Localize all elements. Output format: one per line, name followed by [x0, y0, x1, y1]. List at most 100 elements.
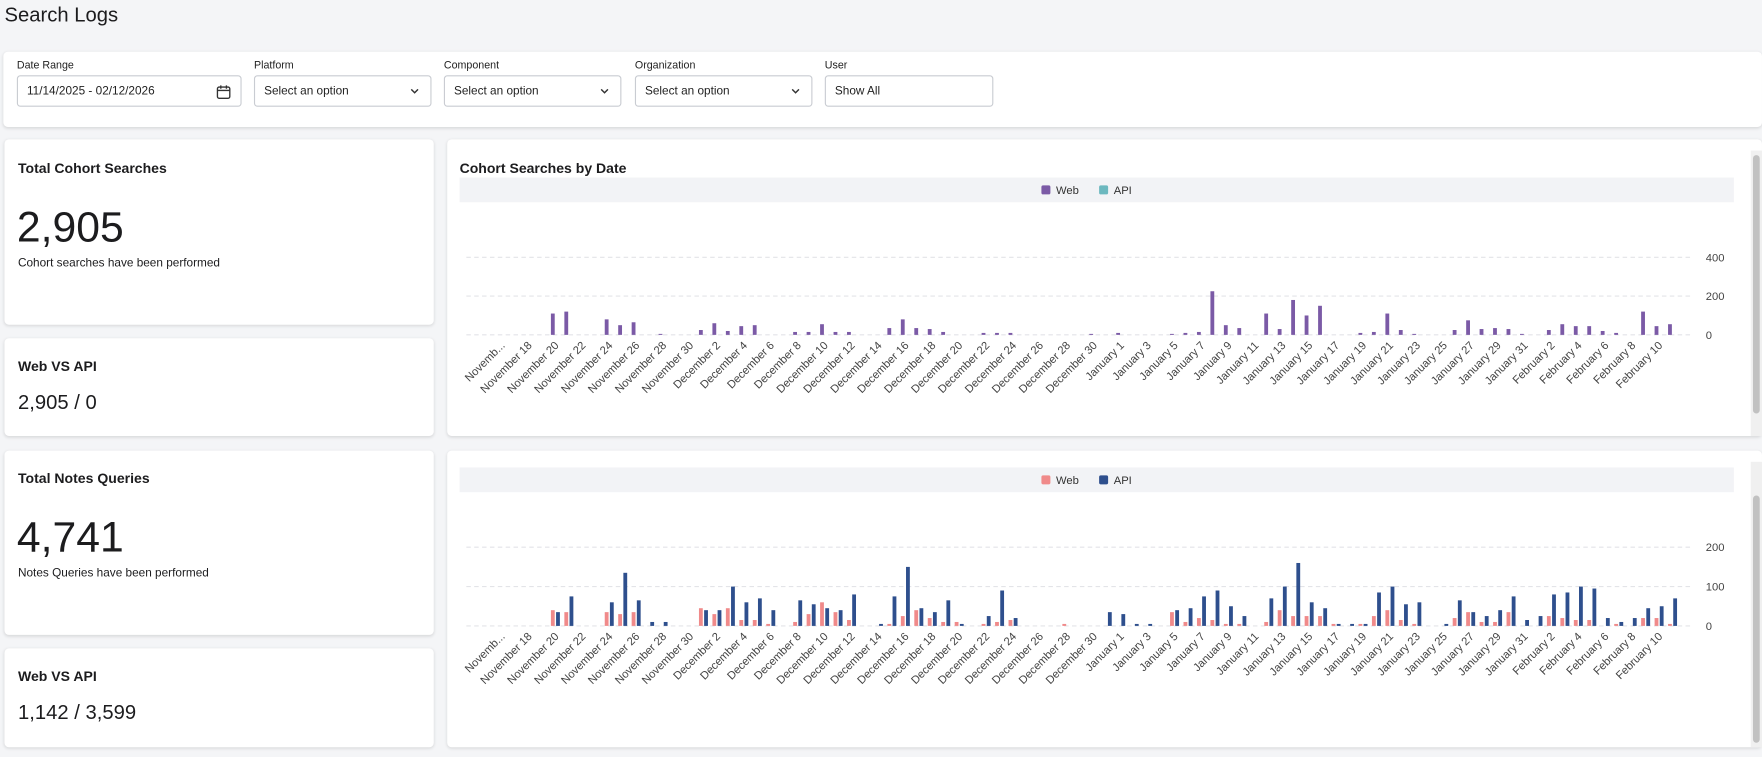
- scrollbar-thumb[interactable]: [1752, 495, 1760, 743]
- bar: [1237, 328, 1242, 335]
- bar: [1296, 562, 1301, 626]
- bar: [1008, 332, 1013, 335]
- bar: [879, 623, 883, 626]
- chevron-icon: [600, 88, 609, 94]
- bar: [806, 614, 811, 626]
- bar: [1291, 299, 1296, 335]
- bar: [927, 329, 932, 335]
- bar: [1116, 332, 1121, 335]
- bar: [1196, 618, 1201, 626]
- bar: [752, 325, 757, 335]
- scrollbar[interactable]: [1750, 150, 1762, 436]
- card-title: Web VS API: [17, 358, 97, 375]
- bar: [1358, 623, 1363, 626]
- bar: [1269, 598, 1274, 626]
- bar: [838, 610, 843, 626]
- bar: [1673, 598, 1678, 626]
- bar: [631, 612, 636, 626]
- bar: [1350, 623, 1355, 626]
- y-tick-label: 200: [1706, 291, 1725, 303]
- bar: [820, 602, 824, 626]
- bar: [1175, 610, 1180, 626]
- bar: [919, 608, 924, 626]
- bar: [1565, 592, 1570, 626]
- bar: [739, 326, 744, 335]
- bar: [1121, 614, 1126, 626]
- bar: [1641, 618, 1645, 626]
- scrollbar-thumb[interactable]: [1752, 155, 1760, 414]
- bar: [1525, 620, 1529, 626]
- stat-card: Web VS API 1,142 / 3,599: [4, 648, 434, 748]
- bar: [1479, 329, 1484, 335]
- bar: [1188, 608, 1193, 626]
- bar: [1641, 311, 1645, 335]
- y-tick-label: 0: [1706, 330, 1712, 342]
- component-select[interactable]: Select an option: [443, 75, 622, 107]
- bar: [1134, 623, 1139, 626]
- bar: [954, 621, 959, 626]
- bar: [1304, 315, 1309, 335]
- bar: [1646, 608, 1651, 626]
- bar: [981, 332, 986, 335]
- organization-select[interactable]: Select an option: [634, 75, 813, 107]
- scrollbar[interactable]: [1750, 461, 1762, 748]
- bar: [946, 600, 951, 626]
- chart-card: [447, 450, 1762, 748]
- bar: [631, 322, 636, 335]
- platform-select[interactable]: Select an option: [253, 75, 432, 107]
- date-range-input[interactable]: 11/14/2025 - 02/12/2026: [16, 75, 242, 107]
- bar: [1520, 333, 1524, 335]
- bar: [941, 331, 946, 335]
- bar: [1484, 616, 1489, 626]
- bar: [1466, 320, 1470, 335]
- bar: [1229, 606, 1233, 626]
- bar: [1062, 623, 1067, 626]
- bar: [1412, 623, 1417, 626]
- legend-label: Web: [1056, 185, 1079, 197]
- bar: [981, 623, 986, 626]
- bar: [1605, 618, 1610, 626]
- bar: [887, 623, 892, 626]
- card-title: Total Cohort Searches: [17, 160, 167, 177]
- bar: [1654, 618, 1659, 626]
- bar: [833, 331, 838, 335]
- bar: [1654, 326, 1659, 335]
- bar: [833, 612, 838, 626]
- bar: [1573, 620, 1578, 626]
- bar: [914, 328, 919, 335]
- bar: [941, 621, 946, 626]
- page-title: Search Logs: [4, 3, 119, 26]
- bar: [1277, 610, 1282, 626]
- bar: [1412, 333, 1417, 335]
- bar: [932, 612, 937, 626]
- bar: [1000, 590, 1005, 626]
- bar: [1358, 332, 1363, 335]
- bar: [820, 324, 824, 335]
- stat-caption: Notes Queries have been performed: [17, 566, 209, 580]
- legend-band: [459, 467, 1734, 493]
- filter-value: 11/14/2025 - 02/12/2026: [26, 84, 155, 98]
- bar: [847, 331, 851, 335]
- bar: [1377, 592, 1381, 626]
- bar: [1498, 610, 1503, 626]
- bar: [1318, 616, 1322, 626]
- bar: [1668, 623, 1672, 626]
- bar: [806, 331, 811, 335]
- bar: [698, 608, 703, 626]
- bar: [604, 319, 609, 335]
- user-input[interactable]: Show All: [824, 75, 994, 107]
- bar: [1600, 330, 1605, 335]
- bar: [550, 313, 555, 335]
- bar: [1538, 616, 1543, 626]
- stat-card: Total Notes Queries 4,741 Notes Queries …: [4, 450, 434, 635]
- bar: [1107, 612, 1112, 626]
- bar: [793, 621, 797, 626]
- bar: [1471, 612, 1476, 626]
- bar: [852, 594, 857, 626]
- bar: [900, 616, 905, 626]
- filter-label: Platform: [253, 59, 294, 72]
- bar: [550, 610, 555, 626]
